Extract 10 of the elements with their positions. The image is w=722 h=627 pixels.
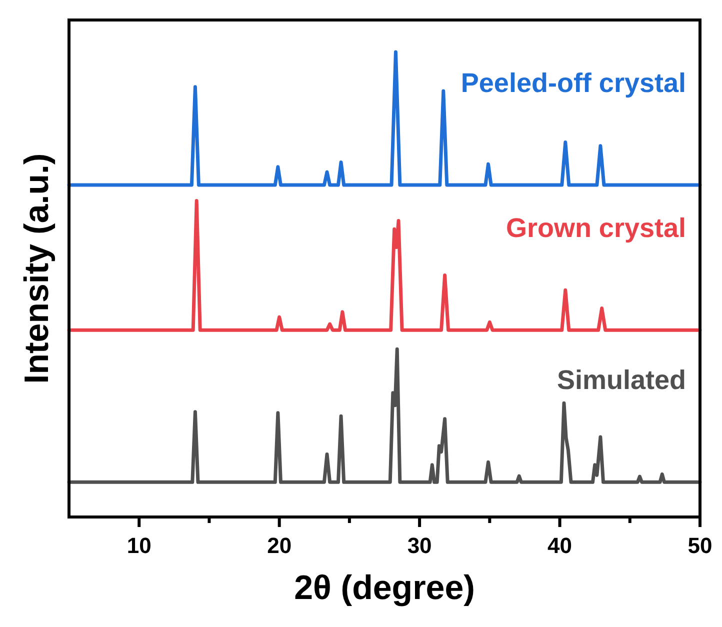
x-tick-label: 10 [126,533,152,558]
x-tick-label: 20 [267,533,292,558]
y-axis-title: Intensity (a.u.) [18,153,56,384]
x-tick-label: 30 [407,533,432,558]
x-tick-label: 40 [548,533,572,558]
series-label: Peeled-off crystal [460,68,686,98]
x-axis-title: 2θ (degree) [294,569,475,607]
x-tick-label: 50 [688,533,712,558]
text: Grown crystal [506,213,686,244]
series-label: Simulated [556,365,686,396]
